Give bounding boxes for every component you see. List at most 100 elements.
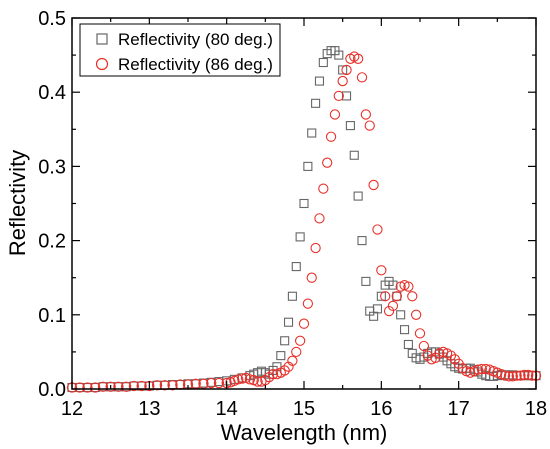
data-point-86deg: [236, 373, 248, 384]
data-point-86deg: [376, 265, 387, 276]
data-point-86deg: [476, 363, 488, 375]
x-tick-label: 14: [216, 398, 238, 420]
data-point-86deg: [128, 380, 140, 392]
data-point-86deg: [356, 72, 368, 83]
x-tick-label: 15: [293, 398, 315, 420]
data-point-86deg: [368, 179, 379, 191]
data-point-86deg: [523, 369, 534, 381]
data-point-86deg: [360, 109, 372, 120]
data-point-80deg: [361, 276, 371, 286]
data-point-86deg: [151, 380, 163, 391]
data-point-86deg: [480, 363, 491, 375]
data-point-80deg: [388, 280, 398, 290]
data-point-86deg: [306, 272, 317, 283]
data-point-80deg: [353, 191, 363, 201]
data-point-80deg: [338, 65, 348, 75]
data-point-86deg: [387, 300, 399, 312]
data-point-80deg: [291, 262, 301, 272]
y-axis-title: Reflectivity: [5, 150, 30, 256]
data-point-86deg: [403, 281, 414, 292]
data-point-80deg: [314, 76, 325, 86]
data-point-86deg: [279, 365, 290, 376]
data-point-86deg: [310, 242, 321, 254]
legend-entry-86deg: Reflectivity (86 deg.): [118, 55, 273, 74]
data-point-86deg: [383, 305, 395, 317]
data-point-86deg: [252, 376, 263, 387]
data-point-80deg: [396, 310, 406, 320]
data-point-86deg: [206, 377, 217, 389]
data-point-86deg: [105, 381, 116, 392]
legend-marker-circle: [95, 57, 109, 71]
data-point-86deg: [364, 120, 375, 131]
data-point-80deg: [357, 236, 367, 246]
data-point-86deg: [341, 64, 352, 76]
data-point-80deg: [341, 91, 352, 101]
data-point-86deg: [233, 374, 244, 385]
legend: Reflectivity (80 deg.) Reflectivity (86 …: [79, 23, 281, 77]
data-point-86deg: [445, 350, 457, 361]
x-tick-label: 16: [370, 398, 392, 420]
data-point-86deg: [352, 53, 364, 64]
data-point-86deg: [422, 350, 433, 361]
data-point-86deg: [82, 382, 93, 393]
data-point-86deg: [291, 346, 302, 358]
y-tick-label: 0.4: [38, 82, 66, 104]
data-point-86deg: [499, 370, 511, 381]
data-point-86deg: [287, 355, 298, 366]
data-point-86deg: [136, 380, 147, 392]
data-point-80deg: [403, 339, 413, 350]
data-point-86deg: [322, 157, 333, 168]
data-point-80deg: [318, 57, 328, 68]
data-point-86deg: [302, 298, 314, 309]
data-point-86deg: [507, 371, 518, 382]
data-point-80deg: [372, 304, 383, 314]
data-point-86deg: [414, 328, 426, 339]
data-point-86deg: [519, 369, 530, 381]
data-point-86deg: [294, 335, 306, 346]
data-point-86deg: [74, 382, 85, 393]
data-point-86deg: [159, 380, 170, 391]
data-point-86deg: [298, 318, 310, 329]
data-point-86deg: [407, 291, 418, 302]
data-point-86deg: [372, 224, 383, 235]
data-point-80deg: [345, 121, 355, 131]
chart-markers: [66, 46, 542, 393]
x-tick-labels: 12 13 14 15 16 17 18: [61, 398, 547, 420]
data-point-86deg: [167, 380, 178, 391]
data-point-80deg: [283, 317, 294, 327]
data-point-80deg: [295, 232, 305, 242]
data-point-86deg: [314, 213, 325, 224]
data-point-86deg: [337, 75, 348, 87]
data-point-86deg: [318, 183, 329, 194]
data-point-80deg: [311, 98, 321, 108]
legend-box: [79, 23, 281, 77]
data-point-86deg: [472, 364, 484, 375]
data-point-80deg: [334, 50, 344, 60]
data-point-80deg: [303, 161, 313, 171]
data-point-80deg: [349, 150, 359, 160]
y-tick-label: 0.5: [38, 8, 66, 30]
x-axis-title: Wavelength (nm): [221, 420, 388, 445]
x-tick-label: 12: [61, 398, 83, 420]
y-tick-label: 0.3: [38, 156, 66, 178]
data-point-86deg: [418, 340, 430, 352]
data-point-86deg: [380, 291, 391, 302]
y-tick-label: 0.1: [38, 305, 66, 327]
data-point-80deg: [287, 291, 297, 301]
y-tick-labels: 0.0 0.1 0.2 0.3 0.4 0.5: [38, 8, 66, 401]
data-point-80deg: [392, 291, 402, 301]
data-point-86deg: [503, 371, 515, 382]
y-tick-label: 0.2: [38, 231, 66, 253]
data-point-86deg: [213, 377, 225, 389]
data-point-86deg: [410, 309, 422, 320]
data-point-80deg: [276, 351, 286, 361]
legend-entry-80deg: Reflectivity (80 deg.): [118, 30, 273, 49]
data-point-80deg: [399, 325, 410, 335]
data-point-86deg: [267, 369, 279, 380]
legend-marker-square: [96, 33, 108, 45]
data-point-86deg: [244, 374, 256, 385]
data-point-86deg: [333, 90, 344, 102]
data-point-86deg: [325, 131, 337, 142]
data-point-86deg: [283, 361, 294, 372]
y-tick-label: 0.0: [38, 379, 66, 401]
